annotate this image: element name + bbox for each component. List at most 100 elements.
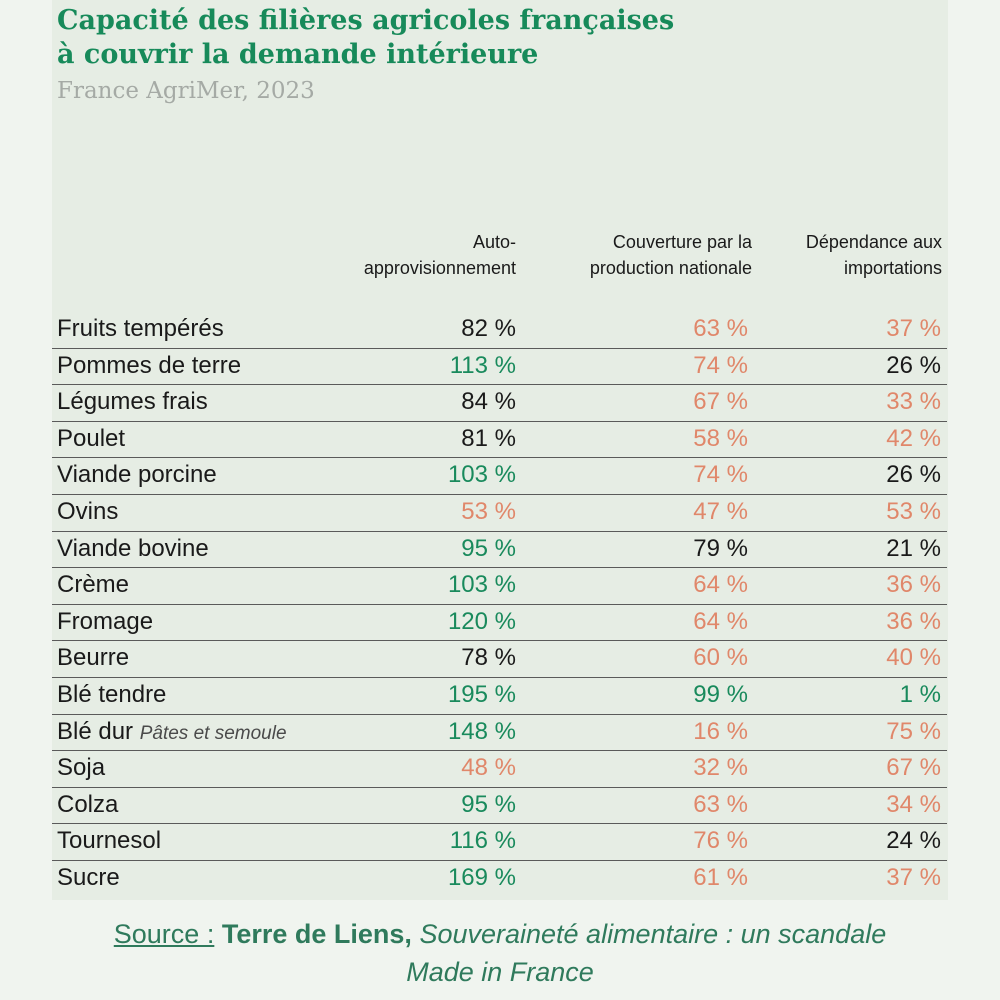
chart-subtitle: France AgriMer, 2023 [57,78,315,104]
row-label: Tournesol [57,827,161,855]
column-header-line-1: Auto- [472,232,516,252]
cell-auto-approvisionnement: 195 % [447,680,516,708]
row-label: Blé tendre [57,681,166,709]
cell-couverture: 61 % [693,863,748,891]
cell-dependance: 42 % [886,424,941,452]
cell-auto-approvisionnement: 53 % [461,497,516,525]
cell-auto-approvisionnement: 95 % [461,534,516,562]
table-row: Fromage 120 % 64 % 36 % [52,605,947,642]
cell-dependance: 36 % [886,571,941,599]
row-label-text: Colza [57,790,119,818]
table-row: Crème 103 % 64 % 36 % [52,568,947,605]
row-label-text: Blé tendre [57,680,167,708]
cell-couverture: 76 % [693,827,748,855]
content-panel [52,0,948,900]
cell-dependance: 21 % [886,534,941,562]
row-label: Poulet [57,425,125,453]
cell-auto-approvisionnement: 78 % [461,644,516,672]
cell-couverture: 63 % [693,315,748,342]
row-label: Pommes de terre [57,352,241,380]
row-label-text: Sucre [57,863,120,891]
cell-dependance: 40 % [886,644,941,672]
title-line-1: Capacité des filières agricoles français… [57,5,675,36]
cell-dependance: 37 % [886,863,941,891]
cell-couverture: 64 % [693,607,748,635]
cell-couverture: 47 % [693,497,748,525]
cell-dependance: 26 % [886,351,941,379]
row-label-text: Fromage [57,607,154,635]
row-label-note: Pâtes et semoule [139,722,287,744]
column-header-line-1: Couverture par la [612,232,752,252]
cell-auto-approvisionnement: 116 % [449,827,516,855]
row-label: Sucre [57,864,120,892]
row-label-text: Viande porcine [57,461,217,489]
column-header-line-1: Dépendance aux [805,232,942,252]
cell-couverture: 58 % [693,424,748,452]
table-row: Poulet 81 % 58 % 42 % [52,422,947,459]
cell-dependance: 34 % [886,790,941,818]
cell-auto-approvisionnement: 148 % [447,717,516,745]
cell-dependance: 24 % [886,827,941,855]
row-label: Colza [57,791,118,819]
chart-title: Capacité des filières agricoles français… [57,4,937,72]
column-header-line-2: approvisionnement [363,258,516,278]
source-publication-line-2: Made in France [406,957,594,987]
table-row: Fruits tempérés 82 % 63 % 37 % [52,312,947,349]
row-label: Viande porcine [57,461,217,489]
row-label-text: Tournesol [57,827,162,855]
cell-dependance: 33 % [886,388,941,416]
column-header-auto-approvisionnement: Auto- approvisionnement [364,229,516,281]
cell-couverture: 63 % [693,790,748,818]
cell-auto-approvisionnement: 113 % [449,351,516,379]
row-label: Soja [57,754,105,782]
cell-dependance: 75 % [886,717,941,745]
source-label[interactable]: Source : [113,919,215,949]
cell-couverture: 67 % [693,388,748,416]
cell-dependance: 1 % [899,680,941,708]
column-header-couverture: Couverture par la production nationale [590,229,752,281]
table-row: Beurre 78 % 60 % 40 % [52,641,947,678]
row-label: Viande bovine [57,535,209,563]
cell-dependance: 67 % [886,754,941,782]
table-row: Ovins 53 % 47 % 53 % [52,495,947,532]
cell-auto-approvisionnement: 81 % [461,424,516,452]
cell-auto-approvisionnement: 95 % [461,790,516,818]
cell-couverture: 74 % [693,461,748,489]
source-publication-line-1: Souveraineté alimentaire : un scandale [419,919,887,949]
cell-dependance: 26 % [886,461,941,489]
row-label-text: Poulet [57,424,126,452]
cell-couverture: 16 % [693,717,748,745]
table-row: Sucre 169 % 61 % 37 % [52,861,947,898]
table-row: Colza 95 % 63 % 34 % [52,788,947,825]
row-label-text: Beurre [57,644,130,672]
row-label: Blé dur Pâtes et semoule [57,718,287,746]
row-label: Fromage [57,608,153,636]
source-organization: Terre de Liens, [221,919,412,949]
cell-dependance: 37 % [886,315,941,342]
column-header-line-2: production nationale [589,258,752,278]
title-line-2: à couvrir la demande intérieure [57,39,539,70]
column-header-line-2: importations [843,258,942,278]
data-table: Fruits tempérés 82 % 63 % 37 % Pommes de ter… [52,312,947,898]
column-header-dependance: Dépendance aux importations [806,229,942,281]
row-label: Ovins [57,498,118,526]
cell-dependance: 36 % [886,607,941,635]
cell-auto-approvisionnement: 103 % [447,461,516,489]
row-label-text: Viande bovine [57,534,209,562]
row-label: Crème [57,571,129,599]
row-label: Beurre [57,644,129,672]
table-row: Pommes de terre 113 % 74 % 26 % [52,349,947,386]
row-label: Légumes frais [57,388,208,416]
cell-couverture: 99 % [693,680,748,708]
cell-auto-approvisionnement: 103 % [447,571,516,599]
table-row: Soja 48 % 32 % 67 % [52,751,947,788]
row-label-text: Légumes frais [57,388,208,416]
table-row: Légumes frais 84 % 67 % 33 % [52,385,947,422]
cell-auto-approvisionnement: 169 % [447,863,516,891]
cell-couverture: 60 % [693,644,748,672]
cell-auto-approvisionnement: 82 % [461,315,516,342]
row-label-text: Crème [57,571,130,599]
table-row: Blé tendre 195 % 99 % 1 % [52,678,947,715]
cell-couverture: 32 % [693,754,748,782]
cell-auto-approvisionnement: 48 % [461,754,516,782]
